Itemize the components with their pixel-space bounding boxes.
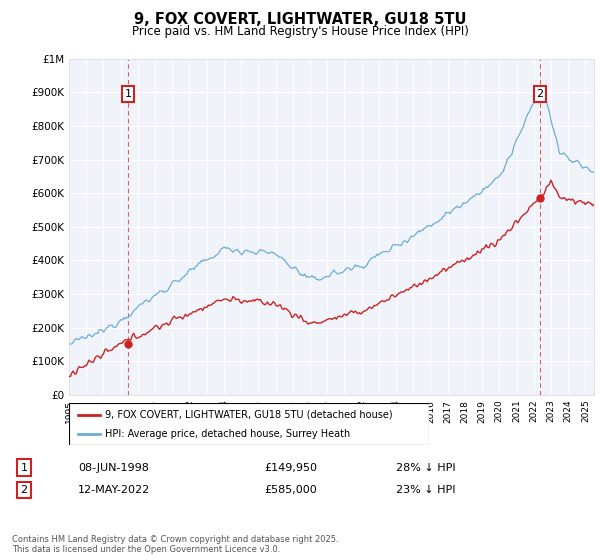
Text: 12-MAY-2022: 12-MAY-2022 (78, 485, 150, 495)
Text: £585,000: £585,000 (264, 485, 317, 495)
Text: Price paid vs. HM Land Registry's House Price Index (HPI): Price paid vs. HM Land Registry's House … (131, 25, 469, 38)
Text: 2: 2 (20, 485, 28, 495)
FancyBboxPatch shape (69, 403, 429, 445)
Text: HPI: Average price, detached house, Surrey Heath: HPI: Average price, detached house, Surr… (105, 429, 350, 439)
Text: 08-JUN-1998: 08-JUN-1998 (78, 463, 149, 473)
Text: 23% ↓ HPI: 23% ↓ HPI (396, 485, 455, 495)
Text: 9, FOX COVERT, LIGHTWATER, GU18 5TU: 9, FOX COVERT, LIGHTWATER, GU18 5TU (134, 12, 466, 27)
Text: 1: 1 (125, 89, 132, 99)
Text: 2: 2 (536, 89, 544, 99)
Text: Contains HM Land Registry data © Crown copyright and database right 2025.
This d: Contains HM Land Registry data © Crown c… (12, 535, 338, 554)
Text: 28% ↓ HPI: 28% ↓ HPI (396, 463, 455, 473)
Text: 9, FOX COVERT, LIGHTWATER, GU18 5TU (detached house): 9, FOX COVERT, LIGHTWATER, GU18 5TU (det… (105, 409, 392, 419)
Text: 1: 1 (20, 463, 28, 473)
Text: £149,950: £149,950 (264, 463, 317, 473)
